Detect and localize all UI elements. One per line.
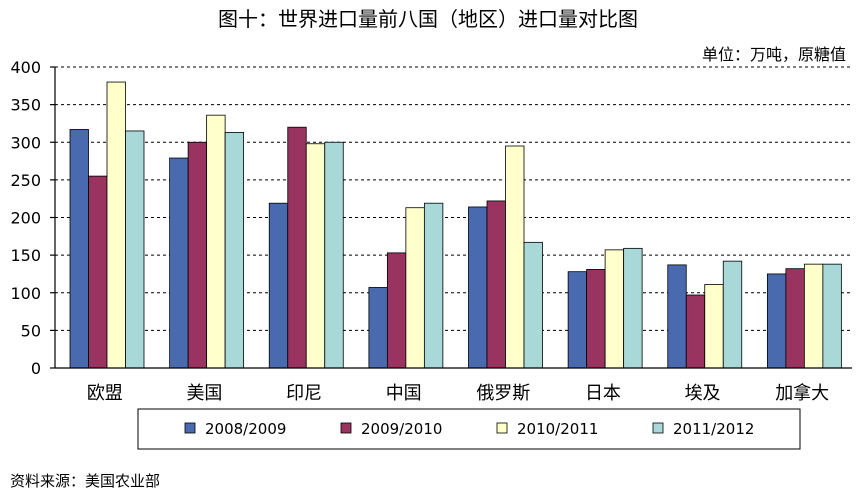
bar [567,271,588,369]
y-tick-label: 200 [10,209,41,228]
legend: 2008/2009 2009/2010 2010/2011 2011/2012 [137,408,801,450]
bar [822,263,842,369]
bar [803,263,824,369]
x-category-label: 加拿大 [775,382,829,404]
bar [667,264,687,369]
bar [586,269,606,369]
x-category-label: 日本 [585,383,621,404]
legend-label: 2009/2010 [361,420,442,438]
axes [54,67,852,369]
bar [305,143,326,369]
bar [505,145,525,369]
legend-box [137,408,801,450]
legend-label: 2008/2009 [205,420,286,438]
bars [69,81,842,369]
bar [486,200,506,369]
bar [766,273,787,369]
bar [368,287,388,369]
y-tick-label: 50 [21,321,41,340]
bar [106,81,126,369]
bar [423,202,444,369]
y-tick-label: 350 [10,96,41,115]
bar [324,141,344,369]
bar [523,241,543,369]
legend-swatch [496,422,508,434]
bar [704,284,724,369]
y-tick-label: 300 [10,133,41,152]
y-tick-label: 0 [31,359,41,378]
bar [386,252,407,369]
bar [623,247,643,369]
bar [268,202,289,369]
source-note: 资料来源：美国农业部 [10,472,160,490]
y-tick-label: 150 [10,246,41,265]
legend-swatch [340,422,352,434]
bar [604,249,625,369]
chart-title: 图十：世界进口量前八国（地区）进口量对比图 [218,7,638,31]
bar [468,206,488,369]
bar [287,126,307,369]
bar [187,141,208,369]
y-tick-label: 250 [10,171,41,190]
x-category-label: 俄罗斯 [476,383,530,404]
y-axis-ticks: 0 50 100 150 200 250 300 350 400 [10,58,55,378]
bar [125,130,145,369]
y-tick-label: 400 [10,58,41,77]
x-category-label: 印尼 [286,383,322,404]
x-category-label: 埃及 [685,383,721,404]
x-axis-categories: 欧盟 美国 印尼 中国 俄罗斯 日本 埃及 加拿大 [87,382,829,404]
legend-label: 2011/2012 [673,420,754,438]
bar [722,260,743,369]
bar [685,294,706,369]
bar [206,114,226,369]
x-category-label: 美国 [186,383,222,404]
bar [69,129,89,369]
bar [405,207,425,369]
y-tick-label: 100 [10,284,41,303]
x-category-label: 欧盟 [87,383,123,404]
legend-swatch [652,422,664,434]
legend-swatch [184,422,196,434]
x-category-label: 中国 [386,383,422,404]
bar [169,157,189,369]
bar [224,132,245,369]
bar [88,175,108,369]
bar [785,268,805,369]
legend-label: 2010/2011 [517,420,598,438]
unit-label: 单位：万吨，原糖值 [702,45,846,64]
